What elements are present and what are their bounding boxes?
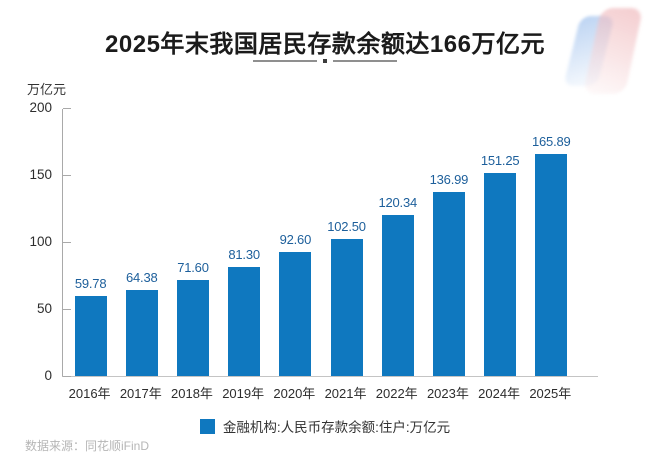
bar-value-label: 165.89 bbox=[532, 133, 571, 149]
bar-group: 136.99 bbox=[423, 108, 474, 376]
y-tick-label: 200 bbox=[29, 100, 52, 115]
bar-value-label: 136.99 bbox=[429, 172, 469, 188]
y-tick-mark bbox=[63, 241, 71, 243]
divider-line-right bbox=[333, 60, 397, 62]
bar-group: 102.50 bbox=[321, 108, 372, 376]
bar-group: 64.38 bbox=[116, 108, 167, 376]
bar-value-label: 120.34 bbox=[378, 194, 417, 210]
x-axis-label: 2023年 bbox=[426, 386, 469, 401]
bar-group: 92.60 bbox=[270, 108, 321, 376]
bar-group: 71.60 bbox=[167, 108, 218, 376]
y-tick-mark bbox=[63, 174, 71, 176]
bar bbox=[74, 295, 107, 376]
bar bbox=[279, 251, 312, 376]
y-tick-label: 50 bbox=[36, 301, 52, 316]
bar-series: 59.78 64.38 71.60 81.30 92.60 102.50 120.34 136… bbox=[65, 108, 577, 376]
x-axis-label: 2018年 bbox=[171, 386, 213, 401]
data-source: 数据来源：同花顺iFinD bbox=[25, 439, 150, 453]
bar bbox=[330, 238, 363, 376]
bar-value-label: 71.60 bbox=[177, 260, 209, 276]
x-axis-label: 2021年 bbox=[324, 386, 367, 401]
bar-group: 151.25 bbox=[475, 108, 526, 376]
y-tick-mark bbox=[63, 308, 71, 310]
bar bbox=[176, 280, 209, 376]
chart-title: 2025年末我国居民存款余额达166万亿元 bbox=[105, 31, 545, 58]
x-axis-label: 2017年 bbox=[119, 386, 162, 401]
x-axis-labels: 2016年 2017年 2018年 2019年 2020年 2021年 2022年 2023年… bbox=[64, 383, 576, 402]
bar-value-label: 81.30 bbox=[228, 247, 260, 263]
x-axis-label: 2019年 bbox=[222, 386, 265, 401]
bar-value-label: 102.50 bbox=[327, 218, 366, 234]
bar bbox=[484, 173, 517, 376]
divider-dot bbox=[323, 59, 327, 63]
y-axis-unit-label: 万亿元 bbox=[27, 82, 67, 97]
x-axis-label: 2016年 bbox=[68, 386, 111, 401]
bar-group: 165.89 bbox=[526, 108, 577, 376]
x-axis-label: 2024年 bbox=[478, 386, 521, 401]
divider-line-left bbox=[253, 60, 317, 62]
legend: 金融机构:人民币存款余额:住户:万亿元 bbox=[0, 416, 650, 436]
y-tick-label: 150 bbox=[29, 167, 52, 182]
bar bbox=[432, 192, 465, 376]
y-tick-label: 100 bbox=[29, 234, 52, 249]
title-divider bbox=[0, 59, 650, 63]
bar-value-label: 92.60 bbox=[279, 231, 312, 247]
bar bbox=[535, 153, 568, 376]
y-tick-mark bbox=[63, 107, 71, 109]
bar bbox=[125, 289, 158, 376]
legend-swatch bbox=[199, 418, 215, 434]
bar-value-label: 64.38 bbox=[126, 269, 158, 285]
plot-area: 0 50 100 150 200 59.78 64.38 71.60 81.30 92.60 10… bbox=[29, 100, 598, 383]
bar bbox=[228, 267, 261, 376]
bar-value-label: 151.25 bbox=[480, 153, 520, 169]
bar-group: 81.30 bbox=[219, 108, 270, 376]
legend-label: 金融机构:人民币存款余额:住户:万亿元 bbox=[222, 420, 451, 435]
bar-group: 59.78 bbox=[65, 108, 116, 376]
x-axis-label: 2025年 bbox=[529, 386, 572, 401]
x-axis-label: 2020年 bbox=[273, 386, 316, 401]
x-axis-label: 2022年 bbox=[375, 386, 418, 401]
y-tick-label: 0 bbox=[44, 368, 52, 383]
bar bbox=[381, 214, 414, 376]
bar-value-label: 59.78 bbox=[74, 275, 107, 291]
bar-group: 120.34 bbox=[372, 108, 423, 376]
y-tick-mark bbox=[63, 375, 71, 377]
